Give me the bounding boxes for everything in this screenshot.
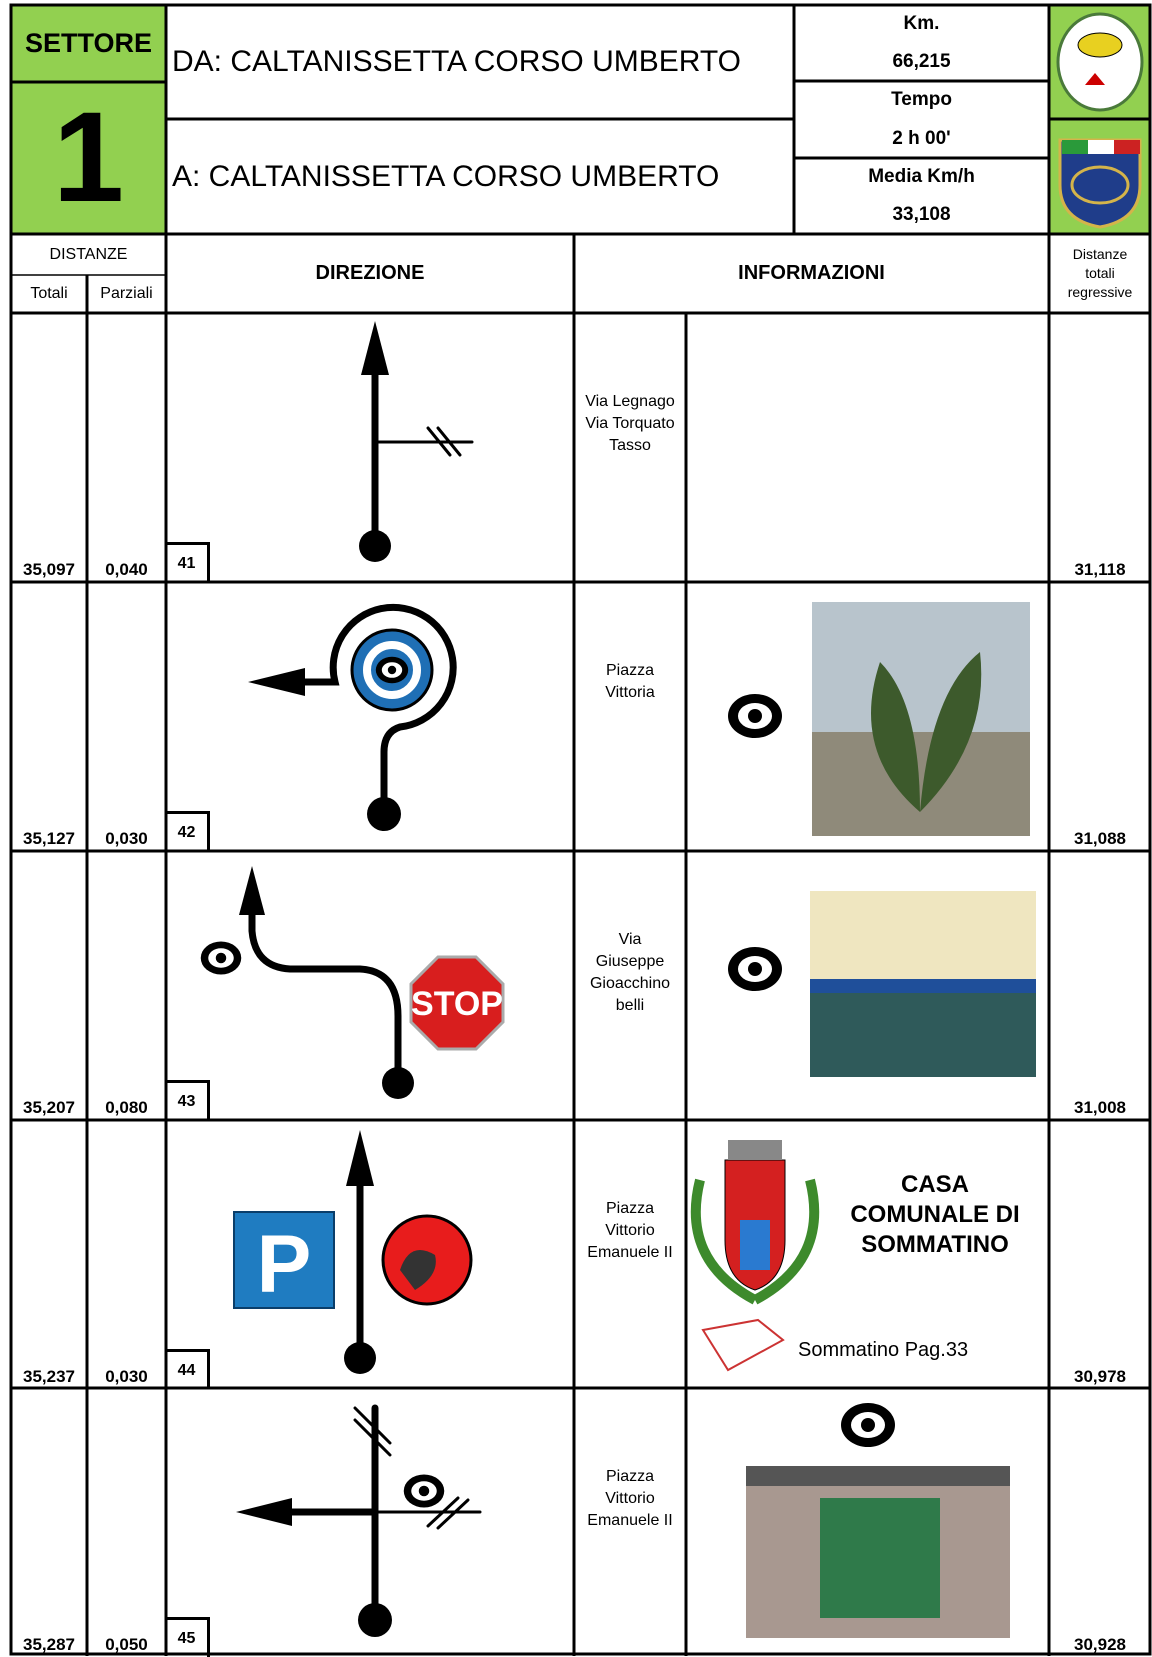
street-line: Piazza <box>605 1200 655 1217</box>
direction-header: DIREZIONE <box>315 262 425 284</box>
regressive: 31,088 <box>1074 829 1126 848</box>
street-line: Gioacchino <box>589 975 671 992</box>
info-illustration <box>728 602 1030 836</box>
totals-header: Totali <box>30 285 68 302</box>
note-number: 45 <box>166 1617 210 1657</box>
street-line: Piazza <box>605 1468 655 1485</box>
info-illustration <box>728 891 1036 1077</box>
note-line: SOMMATINO <box>861 1231 1009 1258</box>
info-illustration <box>746 1403 1010 1638</box>
regressive-header-line: Distanze <box>1072 246 1128 262</box>
street: Piazza Vittorio Emanuele II <box>574 1198 686 1264</box>
street: Via Giuseppe Gioacchino belli <box>574 929 686 1017</box>
note-number: 42 <box>166 811 210 851</box>
asi-logo <box>1058 138 1142 229</box>
to: A: CALTANISSETTA CORSO UMBERTO <box>172 159 720 193</box>
regressive: 30,978 <box>1074 1367 1126 1386</box>
street-line: Piazza <box>605 662 655 679</box>
street-line: Via Torquato <box>585 415 675 432</box>
club-logo <box>1056 12 1144 112</box>
street-line: belli <box>615 997 645 1014</box>
sector-number: 1 <box>52 86 125 229</box>
regressive: 31,008 <box>1074 1098 1126 1117</box>
partial: 0,080 <box>105 1098 148 1117</box>
partial: 0,050 <box>105 1635 148 1654</box>
regressive: 31,118 <box>1074 560 1126 579</box>
note-line: COMUNALE DI <box>850 1201 1020 1228</box>
street-line: Via Legnago <box>585 393 675 410</box>
km: 66,215 <box>892 51 951 72</box>
total: 35,237 <box>23 1367 75 1386</box>
street: Piazza Vittorio Emanuele II <box>574 1466 686 1532</box>
direction-diagram <box>359 321 474 562</box>
sector-label: SETTORE <box>24 28 153 58</box>
grid <box>9 3 1152 1656</box>
street: Piazza Vittoria <box>574 660 686 704</box>
stop-sign: STOP <box>411 985 503 1023</box>
avg: 33,108 <box>892 204 951 225</box>
partial: 0,030 <box>105 1367 148 1386</box>
note-number: 44 <box>166 1349 210 1389</box>
parking-sign: P <box>257 1219 312 1310</box>
direction-diagram <box>236 1404 482 1637</box>
from: DA: CALTANISSETTA CORSO UMBERTO <box>172 45 741 78</box>
info-illustration <box>690 1140 820 1372</box>
km-label: Km. <box>903 13 940 34</box>
regressive: 30,928 <box>1074 1635 1126 1654</box>
direction-diagram: STOP <box>200 866 505 1099</box>
avg-label: Media Km/h <box>868 166 975 187</box>
partial: 0,040 <box>105 560 148 579</box>
distances-header: DISTANZE <box>49 245 128 263</box>
sector-block <box>11 5 166 234</box>
note: CASA COMUNALE DI SOMMATINO <box>830 1170 1040 1260</box>
street-line: Vittoria <box>605 684 655 701</box>
total: 35,207 <box>23 1098 75 1117</box>
street-line: Giuseppe <box>595 953 665 970</box>
street-line: Emanuele II <box>587 1512 673 1529</box>
regressive-header: Distanze totali regressive <box>1049 234 1151 313</box>
street-line: Vittorio <box>605 1490 655 1507</box>
note-line: CASA <box>900 1171 969 1198</box>
time-label: Tempo <box>891 89 952 110</box>
street-line: Emanuele II <box>587 1244 673 1261</box>
note-number: 41 <box>166 542 210 582</box>
partial: 0,030 <box>105 829 148 848</box>
total: 35,127 <box>23 829 75 848</box>
regressive-header-line: regressive <box>1067 284 1133 300</box>
street-line: Via <box>618 931 642 948</box>
regressive-header-line: totali <box>1085 265 1115 281</box>
note-number: 43 <box>166 1080 210 1120</box>
street: Via Legnago Via Torquato Tasso <box>574 391 686 457</box>
direction-diagram: P <box>233 1130 473 1374</box>
reference: Sommatino Pag.33 <box>798 1338 969 1361</box>
info-header: INFORMAZIONI <box>738 262 885 284</box>
time: 2 h 00' <box>892 127 951 149</box>
street-line: Tasso <box>609 437 651 454</box>
street-line: Vittorio <box>605 1222 655 1239</box>
direction-diagram <box>248 603 457 831</box>
total: 35,287 <box>23 1635 75 1654</box>
partials-header: Parziali <box>100 285 153 302</box>
total: 35,097 <box>23 560 75 579</box>
